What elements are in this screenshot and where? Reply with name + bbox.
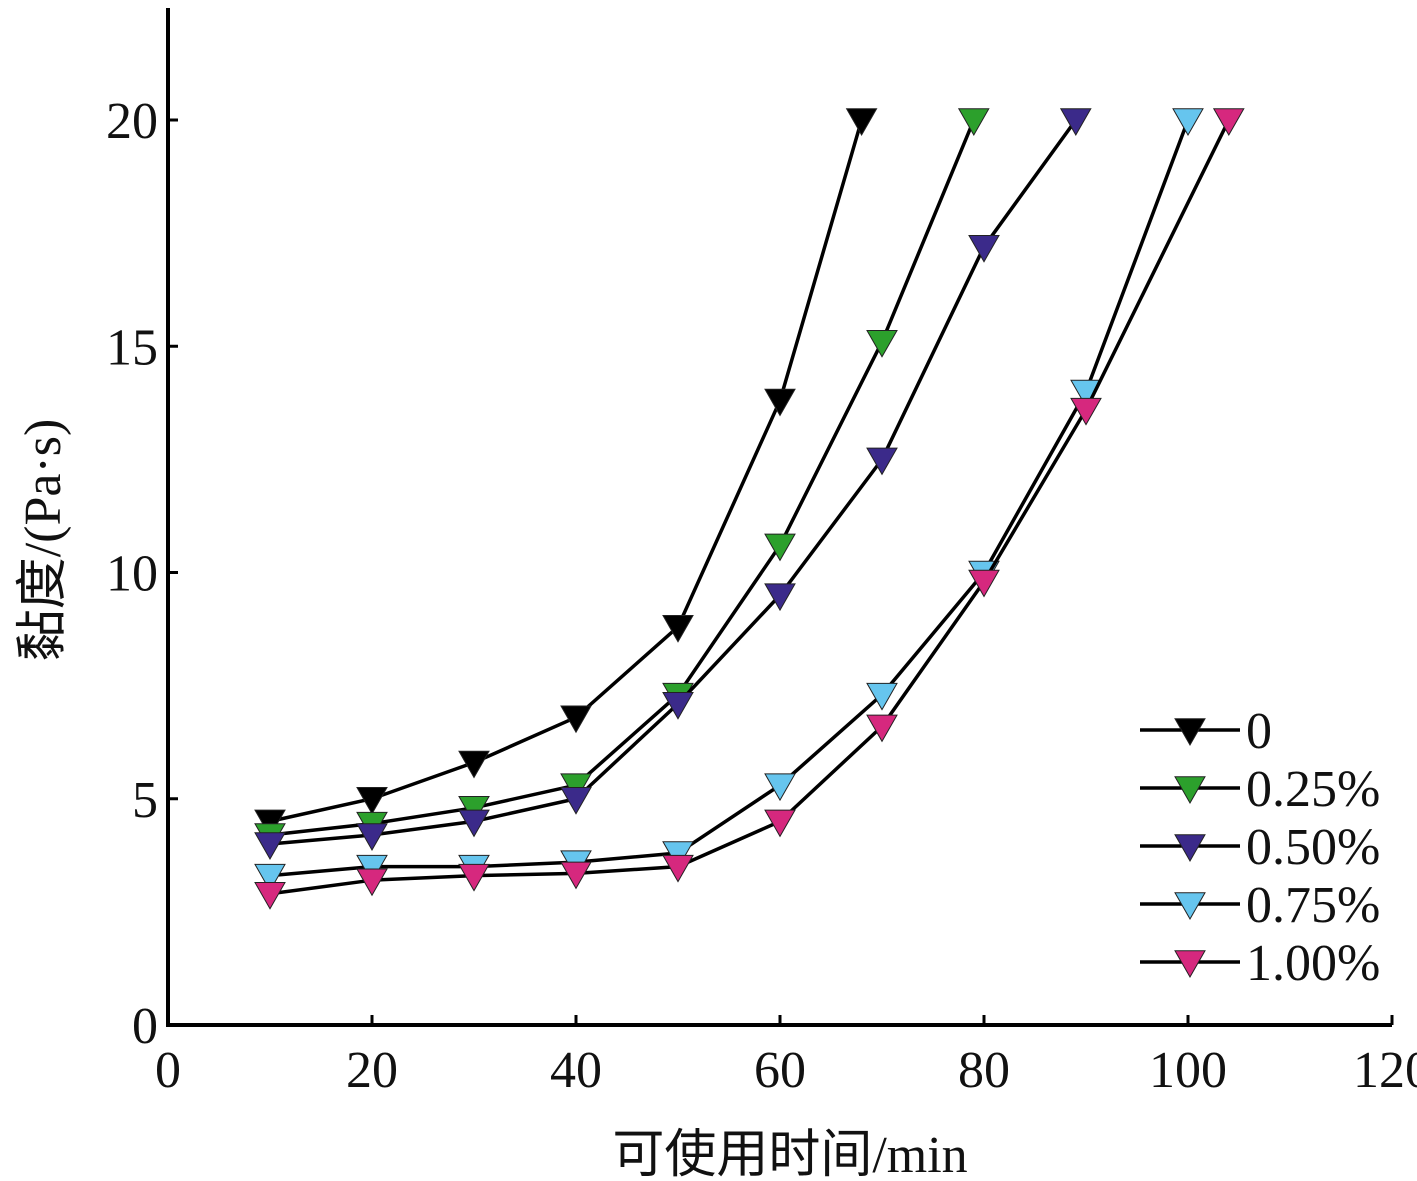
data-point: [968, 569, 1000, 598]
legend-label: 0: [1246, 703, 1272, 760]
y-axis-label: 黏度/(Pa·s): [15, 419, 72, 662]
x-tick-label: 120: [1353, 1042, 1417, 1099]
data-point: [845, 108, 878, 137]
x-axis-label: 可使用时间/min: [612, 1127, 967, 1181]
data-point: [764, 773, 796, 802]
legend-marker: [1174, 892, 1206, 921]
data-point: [1059, 108, 1092, 137]
data-point: [662, 854, 694, 883]
data-point: [662, 691, 694, 720]
series-line: [269, 119, 864, 824]
data-point: [866, 329, 898, 358]
data-point: [662, 615, 694, 643]
legend-marker: [1174, 718, 1206, 747]
y-tick-label: 15: [106, 319, 158, 376]
data-point: [968, 234, 1000, 263]
legend-marker: [1174, 950, 1206, 979]
data-point: [356, 823, 388, 851]
data-point: [764, 533, 796, 562]
data-point: [957, 108, 990, 137]
data-point: [560, 787, 592, 815]
data-point: [254, 832, 286, 861]
series-0.75%: [254, 108, 1204, 892]
axes: 0 20 40 60 80 100 120 0 5 10 15 20: [106, 8, 1417, 1099]
y-tick-label: 10: [106, 546, 158, 603]
legend-marker: [1174, 776, 1206, 805]
y-tick-label: 20: [106, 93, 158, 150]
legend-item: 0.50%: [1140, 819, 1380, 876]
series-line: [269, 119, 976, 837]
data-point: [458, 750, 490, 779]
data-point: [560, 861, 592, 890]
series-0.25%: [254, 108, 990, 851]
x-tick-label: 20: [346, 1042, 398, 1099]
data-point: [764, 388, 796, 417]
series-line: [269, 118, 1078, 846]
legend-marker: [1174, 834, 1206, 863]
data-point: [1070, 397, 1102, 426]
data-point: [458, 809, 490, 838]
data-point: [1172, 108, 1204, 137]
series-line: [269, 119, 1231, 896]
data-point: [254, 882, 286, 910]
series-1.00%: [254, 108, 1245, 910]
legend-item: 1.00%: [1140, 935, 1380, 992]
data-point: [866, 714, 898, 743]
data-point: [866, 447, 898, 476]
data-point: [764, 583, 796, 612]
series-line: [269, 119, 1190, 878]
data-point: [1212, 108, 1245, 137]
legend-item: 0.75%: [1140, 877, 1380, 934]
data-point: [458, 863, 490, 892]
legend: 00.25%0.50%0.75%1.00%: [1140, 703, 1380, 992]
x-tick-label: 40: [550, 1042, 602, 1099]
data-point: [356, 787, 388, 815]
x-tick-label: 60: [754, 1042, 806, 1099]
data-point: [560, 705, 592, 734]
series-group: [254, 108, 1245, 910]
legend-label: 1.00%: [1246, 935, 1380, 992]
data-point: [356, 868, 388, 897]
data-point: [254, 863, 286, 892]
series-0.50%: [254, 108, 1092, 861]
legend-item: 0: [1140, 703, 1272, 760]
x-tick-label: 80: [958, 1042, 1010, 1099]
legend-label: 0.50%: [1246, 819, 1380, 876]
series-0: [254, 108, 878, 838]
y-tick-label: 5: [132, 772, 158, 829]
y-tick-label: 0: [132, 998, 158, 1055]
x-tick-label: 0: [155, 1042, 181, 1099]
data-point: [866, 682, 898, 711]
legend-label: 0.25%: [1246, 761, 1380, 818]
legend-label: 0.75%: [1246, 877, 1380, 934]
x-tick-label: 100: [1149, 1042, 1227, 1099]
legend-item: 0.25%: [1140, 761, 1380, 818]
data-point: [764, 809, 796, 838]
